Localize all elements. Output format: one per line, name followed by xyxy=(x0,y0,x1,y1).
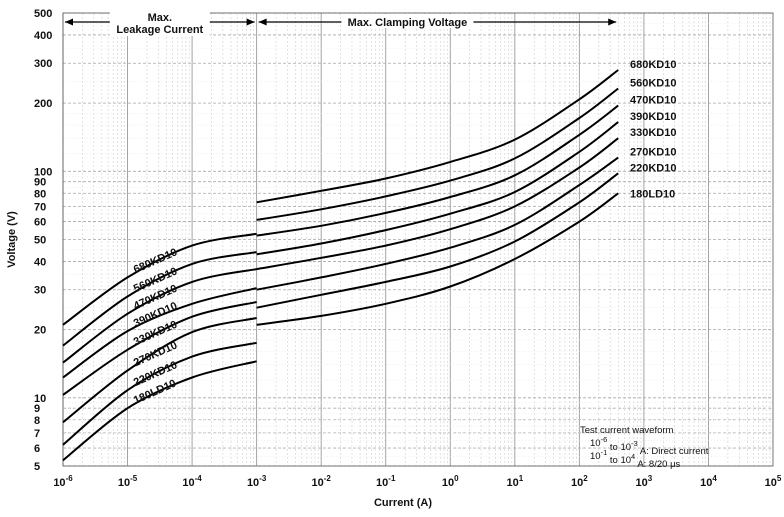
leakage-curve-470kd10 xyxy=(62,268,257,364)
y-tick-label: 20 xyxy=(34,325,46,337)
region-annotation: Max. Clamping Voltage xyxy=(258,14,617,29)
region-annotations: Max.Leakage Current Max. Clamping Voltage xyxy=(65,10,617,36)
y-tick-label: 30 xyxy=(34,285,46,297)
series-label-220kd10: 220KD10 xyxy=(630,162,676,174)
series-label-680kd10: 680KD10 xyxy=(630,59,676,71)
x-tick-label: 100 xyxy=(442,474,459,489)
y-tick-label: 50 xyxy=(34,235,46,247)
leakage-curve-220kd10 xyxy=(62,341,257,446)
clamping-curve-180ld10 xyxy=(256,192,619,326)
region-label-bg xyxy=(109,10,210,36)
axes: 10-6 10-5 10-4 10-3 10-2 10-1 100 101 102 103 104 1… xyxy=(6,8,782,509)
y-tick-label: 60 xyxy=(34,217,46,229)
x-axis-title: Current (A) xyxy=(374,497,432,509)
y-tick-label: 5 xyxy=(34,461,40,473)
series-label-180ld10: 180LD10 xyxy=(630,188,675,200)
arrow-left-icon xyxy=(65,18,73,26)
clamping-curve-680kd10 xyxy=(256,69,619,204)
y-tick-label: 200 xyxy=(34,98,52,110)
clamping-curve-560kd10 xyxy=(256,87,619,221)
plot-frame xyxy=(62,12,774,467)
y-tick-label: 40 xyxy=(34,256,46,268)
region-annotation: Max.Leakage Current xyxy=(65,10,255,36)
series-label-270kd10: 270KD10 xyxy=(630,147,676,159)
y-tick-label: 70 xyxy=(34,201,46,213)
curve-labels: 180LD10180LD10220KD10220KD10270KD10270KD… xyxy=(132,59,677,407)
x-tick-label: 101 xyxy=(506,474,523,489)
x-tick-label: 10-6 xyxy=(53,474,73,489)
leakage-curve-270kd10 xyxy=(62,317,257,424)
y-axis-title: Voltage (V) xyxy=(6,211,18,268)
x-tick-label: 10-4 xyxy=(182,474,202,489)
leakage-curve-390kd10 xyxy=(62,287,257,379)
note-title: Test current waveform xyxy=(580,425,674,436)
leakage-curve-180ld10 xyxy=(62,360,257,462)
note-line-dc: 10-6 to 10-3 A: Direct current xyxy=(590,435,709,457)
leakage-curve-560kd10 xyxy=(62,251,257,347)
series-label-470kd10: 470KD10 xyxy=(630,95,676,107)
region-label-bg xyxy=(341,14,474,28)
x-tick-label: 10-3 xyxy=(247,474,267,489)
arrow-right-icon xyxy=(608,18,617,26)
region-label-line1: Max. Clamping Voltage xyxy=(348,17,468,29)
clamping-curve-220kd10 xyxy=(256,172,619,309)
clamping-curve-390kd10 xyxy=(256,121,619,256)
leakage-curve-330kd10 xyxy=(62,301,257,396)
x-tick-label: 10-5 xyxy=(118,474,138,489)
y-tick-label: 10 xyxy=(34,393,46,405)
y-tick-label: 9 xyxy=(34,403,40,415)
x-tick-label: 103 xyxy=(636,474,653,489)
curves xyxy=(62,69,619,462)
region-label-line2: Leakage Current xyxy=(116,24,203,36)
arrow-right-icon xyxy=(246,18,255,26)
y-tick-label: 8 xyxy=(34,415,40,427)
y-tick-label: 90 xyxy=(34,177,46,189)
clamping-curve-330kd10 xyxy=(256,137,619,271)
x-tick-label: 10-1 xyxy=(376,474,396,489)
series-label-390kd10: 390KD10 xyxy=(630,111,676,123)
arrow-left-icon xyxy=(258,18,267,26)
y-tick-label: 500 xyxy=(34,8,52,20)
y-tick-label: 400 xyxy=(34,30,52,42)
y-tick-label: 100 xyxy=(34,166,52,178)
x-tick-label: 10-2 xyxy=(311,474,331,489)
clamping-curve-470kd10 xyxy=(256,104,619,237)
clamping-curve-270kd10 xyxy=(256,156,619,291)
note-line-pulse: 10-1 to 104 A: 8/20 μs xyxy=(590,448,681,470)
series-label-560kd10: 560KD10 xyxy=(630,78,676,90)
region-label-line1: Max. xyxy=(148,12,172,24)
x-tick-label: 104 xyxy=(700,474,717,489)
y-tick-label: 300 xyxy=(34,58,52,70)
y-tick-label: 7 xyxy=(34,428,40,440)
leakage-curve-680kd10 xyxy=(62,232,257,326)
x-tick-label: 102 xyxy=(571,474,588,489)
series-label-330kd10: 330KD10 xyxy=(630,127,676,139)
x-tick-label: 105 xyxy=(765,474,782,489)
y-tick-label: 80 xyxy=(34,188,46,200)
y-tick-label: 6 xyxy=(34,443,40,455)
